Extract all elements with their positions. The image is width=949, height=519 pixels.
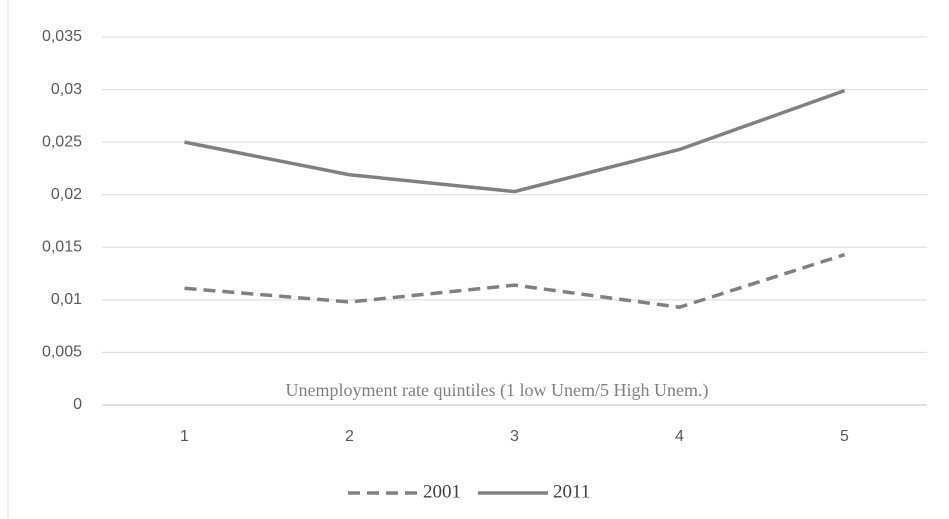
y-tick-label: 0,035 bbox=[42, 28, 82, 45]
x-tick-label: 1 bbox=[180, 428, 189, 445]
x-axis-title: Unemployment rate quintiles (1 low Unem/… bbox=[286, 380, 709, 401]
legend-label: 2001 bbox=[423, 481, 461, 502]
series-line bbox=[184, 252, 846, 310]
x-tick-label: 5 bbox=[840, 428, 849, 445]
legend-label: 2011 bbox=[553, 481, 590, 502]
y-tick-label: 0,01 bbox=[51, 291, 82, 308]
y-tick-label: 0 bbox=[73, 396, 82, 413]
y-tick-label: 0,02 bbox=[51, 186, 82, 203]
x-tick-label: 3 bbox=[510, 428, 519, 445]
y-tick-label: 0,03 bbox=[51, 81, 82, 98]
y-tick-label: 0,005 bbox=[42, 344, 82, 361]
chart-border bbox=[7, 0, 9, 519]
series-line bbox=[184, 88, 846, 194]
y-tick-label: 0,025 bbox=[42, 133, 82, 150]
y-tick-label: 0,015 bbox=[42, 239, 82, 256]
x-tick-label: 4 bbox=[675, 428, 684, 445]
x-tick-label: 2 bbox=[345, 428, 354, 445]
